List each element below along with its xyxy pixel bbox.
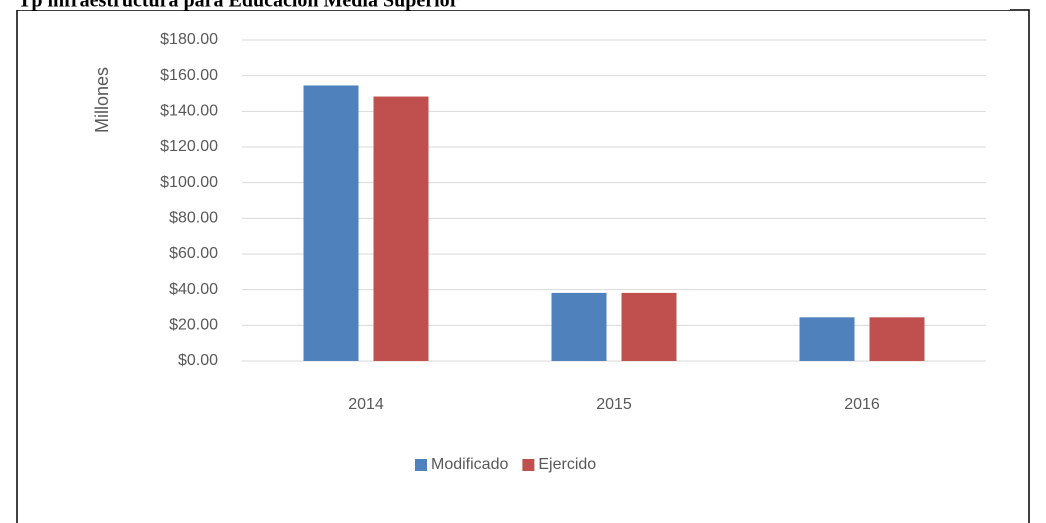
y-axis-title: Millones (92, 67, 112, 133)
legend-label: Modificado (431, 456, 508, 473)
y-tick-label: $20.00 (169, 317, 218, 334)
legend-label: Ejercido (538, 456, 596, 473)
x-tick-label: 2015 (596, 396, 632, 413)
y-tick-label: $180.00 (160, 31, 218, 48)
bar (373, 96, 429, 361)
bar (799, 317, 855, 361)
bar (303, 85, 359, 361)
chart-frame (16, 9, 1030, 523)
y-tick-label: $80.00 (169, 210, 218, 227)
y-tick-label: $160.00 (160, 67, 218, 84)
title-backdrop (0, 0, 1010, 10)
y-tick-label: $0.00 (178, 352, 218, 369)
legend-swatch (522, 459, 535, 471)
x-tick-label: 2016 (844, 396, 880, 413)
bar (869, 317, 925, 361)
y-tick-label: $60.00 (169, 245, 218, 262)
chart-title: Tp infraestructura para Educación Media … (18, 0, 459, 12)
legend-swatch (415, 459, 427, 471)
bar (551, 292, 607, 361)
x-tick-label: 2014 (348, 396, 384, 413)
y-tick-label: $120.00 (160, 138, 218, 155)
y-tick-label: $100.00 (160, 174, 218, 191)
y-tick-label: $140.00 (160, 103, 218, 120)
y-tick-label: $40.00 (169, 281, 218, 298)
bar (621, 292, 677, 361)
